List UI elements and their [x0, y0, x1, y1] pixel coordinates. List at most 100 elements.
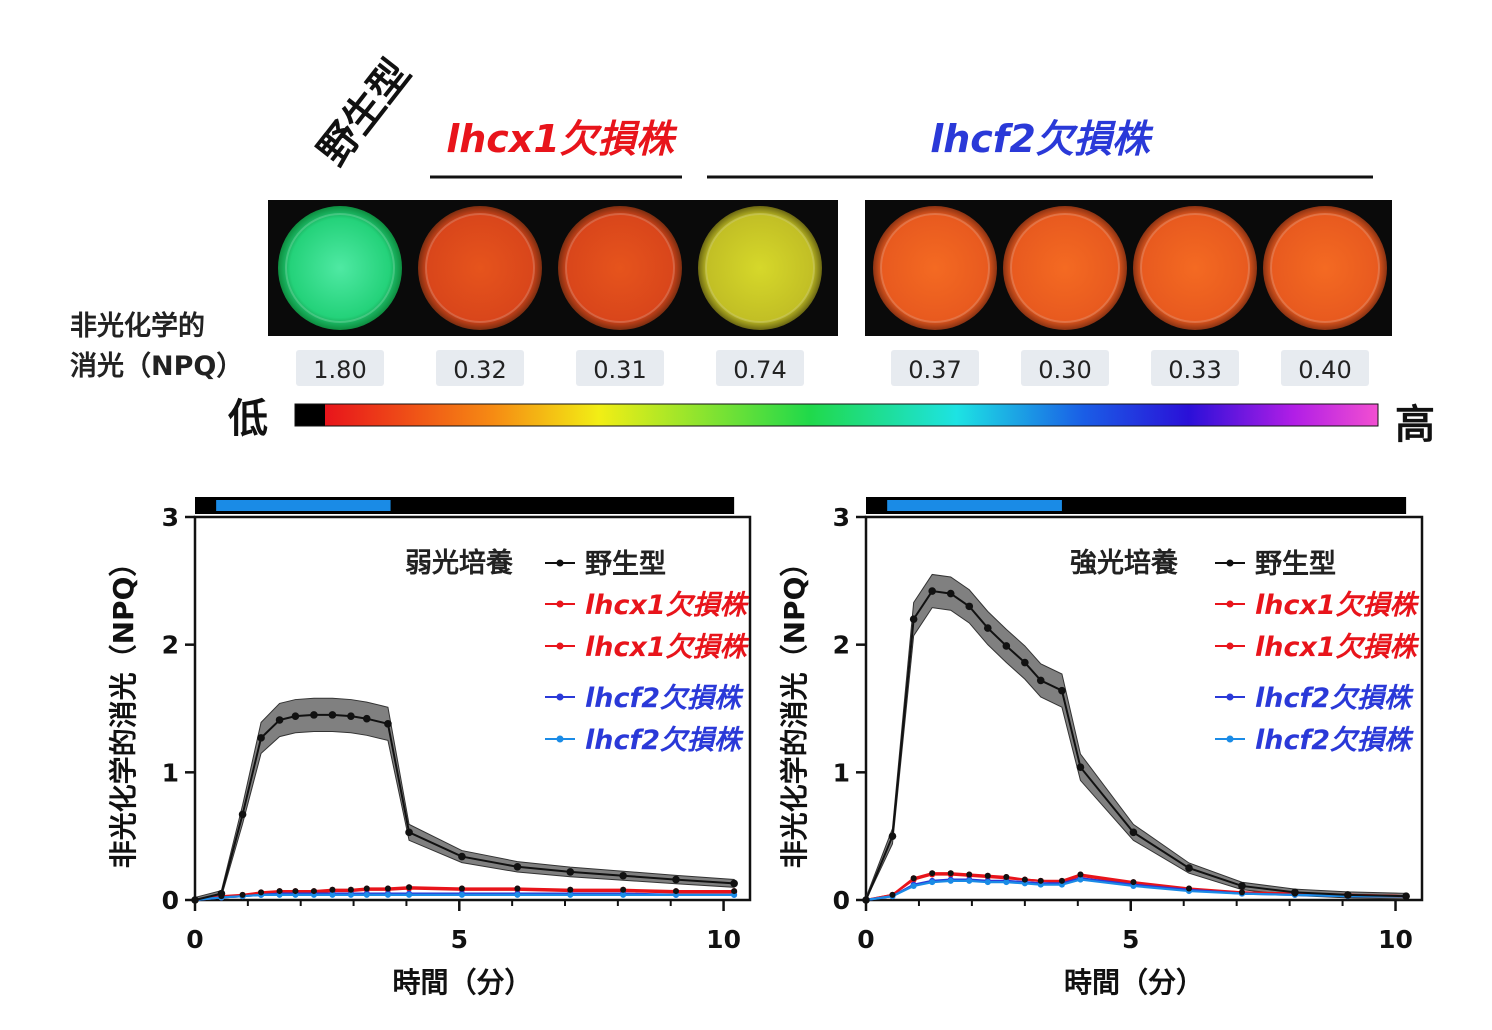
- data-point: [1002, 642, 1011, 650]
- npq-value-1: 1.80: [313, 356, 366, 384]
- data-point: [192, 897, 198, 903]
- data-point: [514, 891, 521, 898]
- data-point: [1058, 877, 1065, 884]
- data-point: [458, 885, 465, 892]
- data-point: [889, 891, 896, 898]
- series-line-4: [865, 878, 1407, 902]
- legend-entry: 野生型: [585, 549, 666, 580]
- data-point: [1077, 876, 1084, 883]
- legend-entry: lhcx1欠損株: [1255, 632, 1420, 663]
- light-period-bar: [887, 500, 1062, 511]
- data-point: [362, 714, 371, 723]
- plate-well-8: [1263, 206, 1387, 330]
- npq-color-scale: [325, 404, 1378, 426]
- data-point: [984, 872, 991, 879]
- data-point: [965, 602, 974, 611]
- data-point: [619, 871, 627, 880]
- data-point: [620, 886, 627, 893]
- data-point: [863, 897, 869, 903]
- data-point: [966, 877, 973, 884]
- npq-value-4: 0.74: [733, 356, 786, 384]
- plate-well-rim-5: [880, 213, 990, 323]
- series-line-0: [865, 589, 1407, 901]
- plate-well-rim-6: [1010, 213, 1120, 323]
- data-point: [1185, 864, 1193, 872]
- y-axis-label: 非光化学的消光（NPQ）: [778, 549, 811, 869]
- legend-entry: lhcf2欠損株: [585, 683, 744, 714]
- legend-marker: [1226, 693, 1234, 701]
- data-point: [947, 877, 954, 884]
- data-point: [1238, 889, 1245, 896]
- legend-marker: [1226, 735, 1234, 743]
- data-point: [347, 886, 354, 893]
- data-point: [567, 891, 574, 898]
- x-tick-label: 0: [857, 925, 874, 954]
- x-axis-label: 時間（分）: [1064, 966, 1204, 999]
- data-point: [384, 885, 391, 892]
- npq-label-line2: 消光（NPQ）: [70, 351, 243, 382]
- data-point: [1238, 882, 1246, 890]
- data-point: [1037, 877, 1044, 884]
- condition-label: 強光培養: [1070, 547, 1179, 579]
- data-point: [329, 886, 336, 893]
- plate-well-rim-4: [705, 213, 815, 323]
- data-point: [673, 888, 679, 895]
- y-tick-label: 0: [833, 886, 850, 915]
- data-point: [1344, 891, 1351, 898]
- legend-entry: lhcf2欠損株: [1255, 683, 1414, 714]
- data-point: [1186, 885, 1193, 892]
- data-point: [329, 891, 336, 898]
- npq-value-box-3: [576, 350, 664, 386]
- data-point: [929, 879, 936, 886]
- data-point: [328, 711, 337, 719]
- light-period-bar: [216, 500, 391, 511]
- plate-well-3: [558, 206, 682, 330]
- data-point: [238, 810, 247, 819]
- data-point: [363, 885, 370, 892]
- data-point: [966, 871, 973, 878]
- npq-value-2: 0.32: [453, 356, 506, 384]
- y-tick-label: 2: [162, 631, 179, 660]
- y-tick-label: 1: [162, 758, 179, 787]
- scale-low-label: 低: [228, 396, 268, 442]
- npq-value-8: 0.40: [1298, 356, 1351, 384]
- data-point: [1021, 658, 1029, 667]
- data-point: [928, 587, 936, 595]
- npq-value-box-1: [296, 350, 384, 386]
- data-point: [406, 884, 413, 891]
- legend-marker: [1226, 600, 1234, 608]
- plate-well-rim-1: [285, 213, 395, 323]
- data-point: [363, 891, 370, 898]
- legend-entry: lhcx1欠損株: [585, 632, 750, 663]
- data-point: [947, 870, 954, 877]
- data-point: [1021, 876, 1028, 883]
- data-point: [672, 875, 680, 884]
- legend-marker: [1226, 559, 1234, 567]
- data-point: [730, 879, 738, 888]
- x-tick-label: 10: [706, 925, 741, 954]
- chart-low-light: 0 1 2 3 0 5 10 時間（分） 非光化学的消光（NPQ） 弱光培養 野生型 lhcx1欠損株…: [107, 497, 752, 999]
- data-point: [218, 893, 225, 900]
- plot-frame: [864, 515, 1424, 902]
- data-point: [1130, 879, 1137, 886]
- x-tick-label: 5: [451, 925, 468, 954]
- data-point: [1403, 893, 1410, 900]
- npq-value-box-8: [1281, 350, 1369, 386]
- plate-well-7: [1133, 206, 1257, 330]
- data-point: [983, 624, 992, 632]
- scale-high-label: 高: [1395, 402, 1435, 448]
- data-point: [910, 875, 917, 882]
- npq-value-box-4: [716, 350, 804, 386]
- data-point: [514, 885, 521, 892]
- npq-value-boxes: 1.80 0.32 0.31 0.74 0.37 0.30 0.33 0.40: [296, 350, 1369, 386]
- x-axis-label: 時間（分）: [392, 966, 532, 999]
- data-point: [239, 891, 246, 898]
- npq-value-5: 0.37: [908, 356, 961, 384]
- data-point: [1058, 686, 1066, 695]
- series-line-2: [865, 873, 1407, 902]
- data-point: [909, 615, 918, 623]
- legend-marker: [556, 642, 564, 650]
- plate-well-rim-2: [425, 213, 535, 323]
- data-point: [347, 712, 355, 720]
